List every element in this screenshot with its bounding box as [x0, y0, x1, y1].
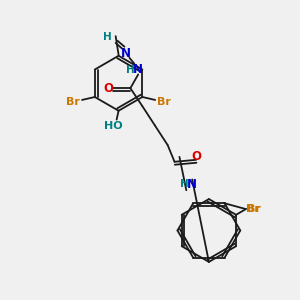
Text: Br: Br: [157, 97, 171, 107]
Text: O: O: [104, 82, 114, 95]
Text: O: O: [191, 150, 201, 164]
Text: H: H: [126, 64, 135, 74]
Text: HO: HO: [104, 122, 123, 131]
Text: N: N: [187, 178, 197, 191]
Text: H: H: [180, 179, 189, 189]
Text: Br: Br: [66, 97, 80, 107]
Text: H: H: [103, 32, 112, 42]
Text: N: N: [121, 47, 130, 60]
Text: Br: Br: [247, 204, 261, 214]
Text: Br: Br: [246, 204, 260, 214]
Text: N: N: [133, 63, 143, 76]
